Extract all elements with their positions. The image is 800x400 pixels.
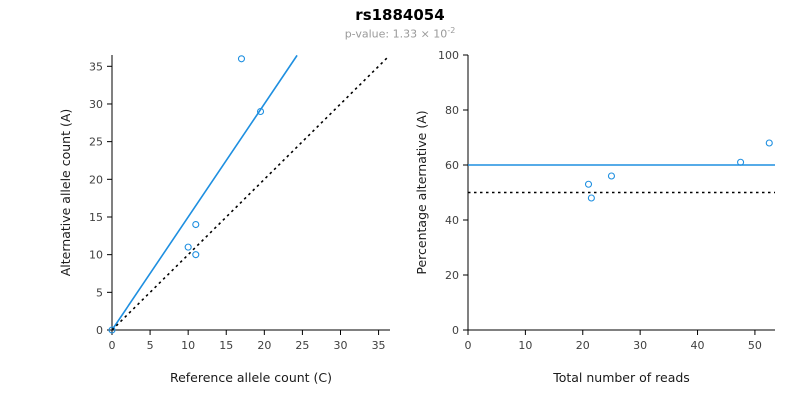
y-axis-label: Alternative allele count (A) (58, 109, 73, 277)
data-point (108, 326, 116, 334)
y-tick-label: 0 (96, 324, 103, 337)
y-tick-label: 20 (89, 173, 103, 186)
y-tick-label: 15 (89, 211, 103, 224)
y-tick-label: 5 (96, 286, 103, 299)
data-point (607, 172, 616, 180)
x-tick-label: 10 (181, 339, 195, 352)
x-tick-label: 5 (147, 339, 154, 352)
data-point (184, 243, 192, 251)
data-point (192, 251, 200, 259)
y-tick-label: 10 (89, 249, 103, 262)
x-tick-label: 20 (576, 339, 590, 352)
data-point (237, 55, 246, 63)
data-point (192, 220, 200, 229)
x-tick-label: 25 (295, 339, 309, 352)
x-tick-label: 50 (748, 339, 762, 352)
percentage-alternative-scatter-plot: 0 10 20 30 40 50 0 20 40 60 80 100 Total number of r… (414, 49, 775, 385)
x-tick-label: 20 (257, 339, 271, 352)
x-tick-label: 0 (109, 339, 116, 352)
x-tick-label: 30 (633, 339, 647, 352)
y-tick-label: 35 (89, 60, 103, 73)
y-tick-label: 20 (445, 269, 459, 282)
y-tick-label: 100 (438, 49, 459, 62)
y-tick-label: 80 (445, 104, 459, 117)
y-axis-label: Percentage alternative (A) (414, 110, 429, 274)
x-tick-label: 30 (333, 339, 347, 352)
x-axis-label: Reference allele count (C) (170, 370, 332, 385)
page-title: rs1884054 (355, 6, 445, 24)
x-tick-label: 0 (465, 339, 472, 352)
identity-line (111, 55, 390, 331)
subtitle-pvalue-text: p-value: 1.33 × 10 (344, 27, 448, 41)
data-point (587, 194, 595, 202)
data-point (765, 139, 773, 147)
allele-count-scatter-plot: 0 5 10 15 20 25 30 35 0 5 10 15 20 25 30 35 Reference al… (58, 54, 390, 385)
subtitle-pvalue-exponent: -2 (447, 26, 456, 35)
y-tick-label: 0 (452, 324, 459, 337)
x-tick-label: 10 (518, 339, 532, 352)
y-tick-label: 40 (445, 214, 459, 227)
fitted-allelic-ratio-line (111, 54, 298, 331)
x-tick-label: 35 (372, 339, 386, 352)
data-point (584, 180, 593, 188)
x-tick-label: 15 (219, 339, 233, 352)
y-tick-label: 60 (445, 159, 459, 172)
data-point (737, 158, 745, 166)
data-point (256, 107, 265, 116)
chart-subtitle: p-value: 1.33 × 10-2 (0, 26, 800, 41)
y-tick-label: 25 (89, 136, 103, 149)
x-axis-label: Total number of reads (552, 370, 690, 385)
x-tick-label: 40 (691, 339, 705, 352)
y-tick-label: 30 (89, 98, 103, 111)
